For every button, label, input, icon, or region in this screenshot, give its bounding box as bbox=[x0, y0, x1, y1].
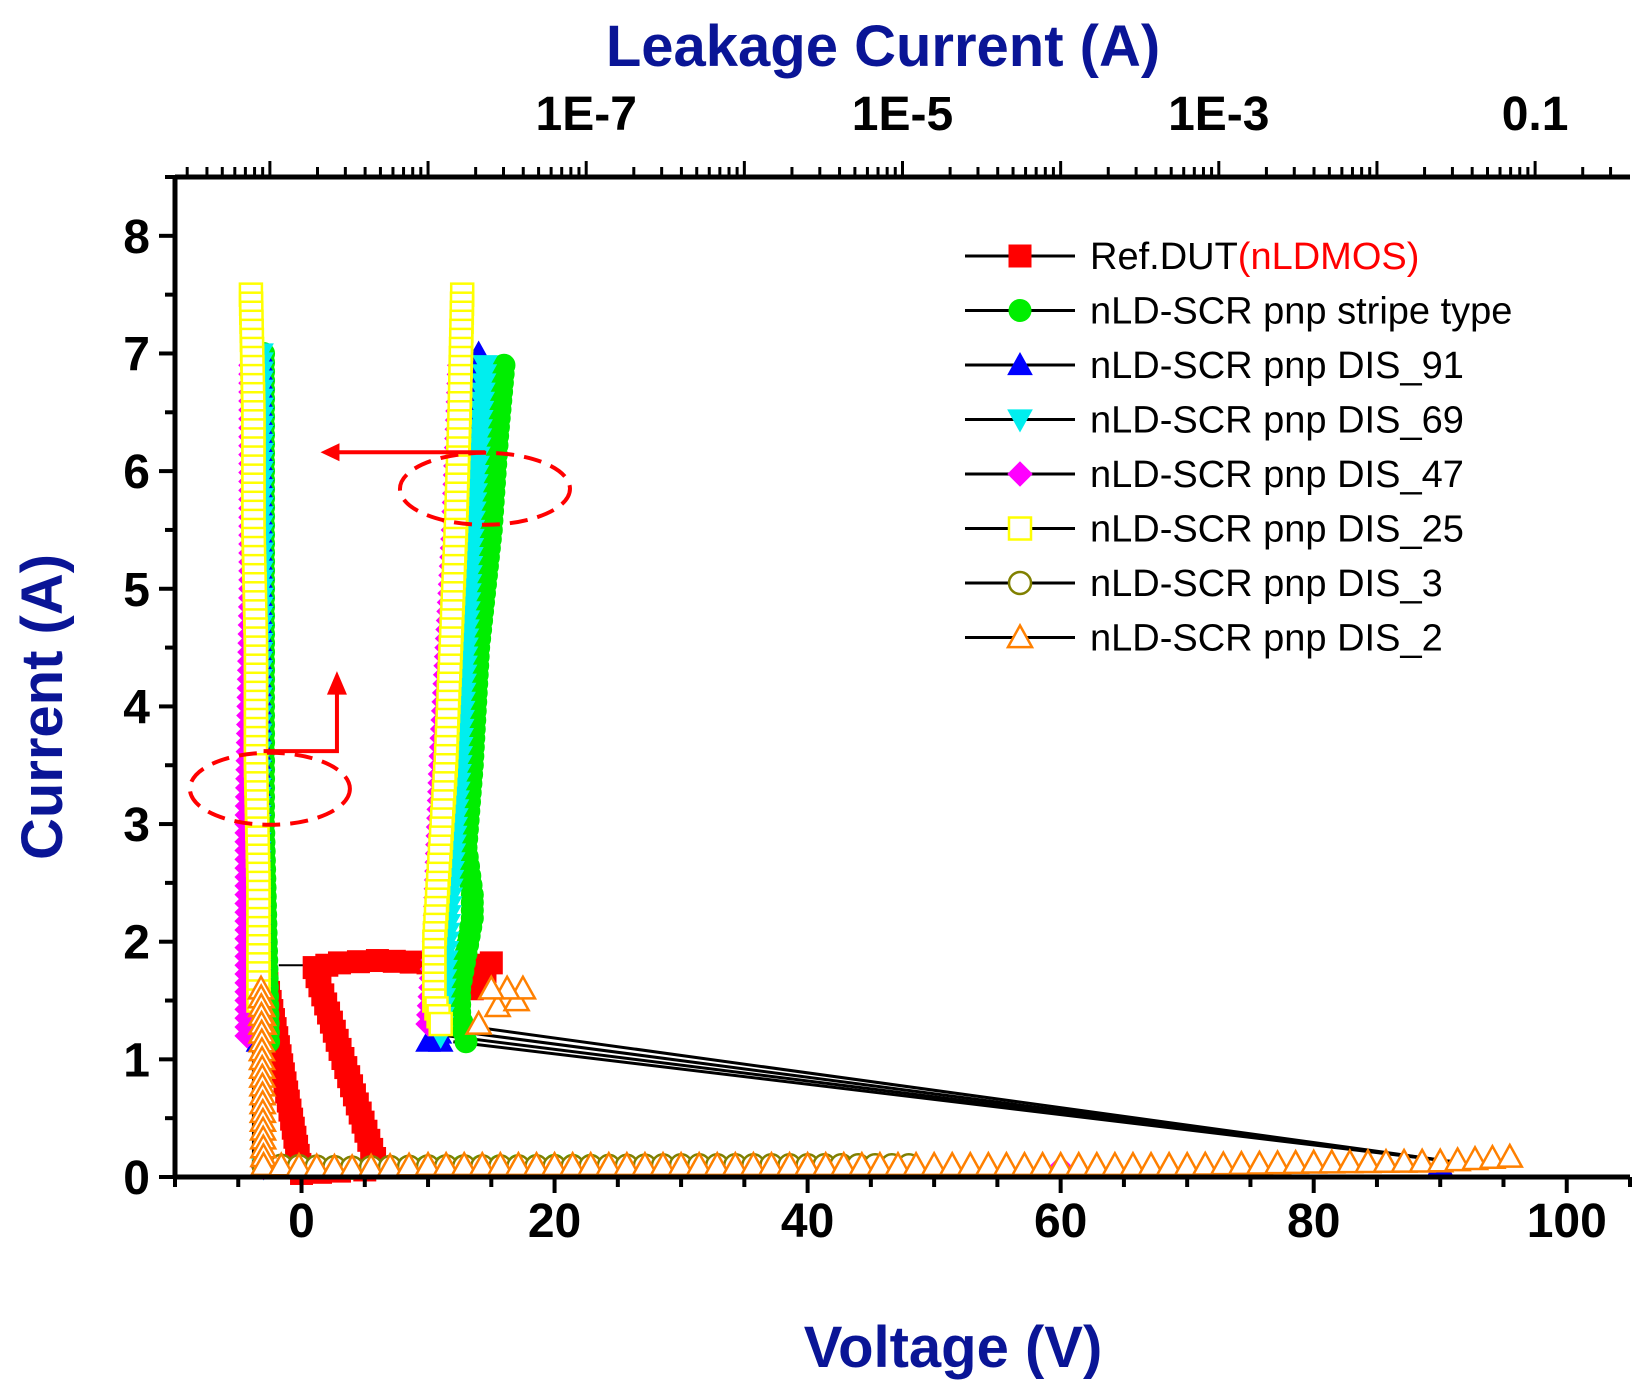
series-7 bbox=[246, 974, 1524, 1179]
top-tick-label: 1E-5 bbox=[852, 88, 953, 141]
data-point bbox=[1335, 1147, 1364, 1174]
arrowhead-left-icon bbox=[320, 443, 340, 462]
data-point bbox=[1408, 1147, 1437, 1173]
snapback-link-line bbox=[453, 1040, 1454, 1164]
legend-item: nLD-SCR pnp DIS_47 bbox=[965, 454, 1464, 496]
data-point bbox=[1281, 1148, 1310, 1175]
data-point bbox=[1317, 1148, 1346, 1174]
legend-marker bbox=[1007, 516, 1033, 541]
legend-label: nLD-SCR pnp DIS_2 bbox=[1090, 618, 1443, 660]
x-tick-label: 80 bbox=[1287, 1195, 1340, 1248]
legend-item: nLD-SCR pnp DIS_91 bbox=[965, 345, 1464, 387]
arrowhead-up-icon bbox=[326, 671, 347, 695]
data-point bbox=[1227, 1149, 1256, 1176]
data-point bbox=[1478, 1143, 1507, 1170]
x-axis-title: Voltage (V) bbox=[804, 1315, 1103, 1380]
legend-marker bbox=[1008, 244, 1032, 268]
snapback-link-line bbox=[453, 1022, 1454, 1164]
x-tick-label: 60 bbox=[1034, 1195, 1087, 1248]
legend-marker bbox=[1005, 622, 1035, 649]
y-tick-label: 1 bbox=[123, 1034, 150, 1087]
data-point bbox=[1209, 1149, 1238, 1176]
legend-marker bbox=[1007, 461, 1033, 487]
annotation-arrow-up bbox=[263, 688, 339, 754]
y-tick-label: 5 bbox=[123, 564, 150, 617]
legend-marker bbox=[1007, 570, 1033, 596]
y-axis-title: Current (A) bbox=[10, 554, 75, 860]
series-layer bbox=[234, 282, 1524, 1185]
axes-layer: 0 20 40 60 80 100 0 1 2 3 4 5 6 7 8 1E-7 1E-5 1E-3 0.1 bbox=[123, 88, 1632, 1248]
data-point bbox=[1460, 1144, 1490, 1171]
annotation-layer bbox=[187, 443, 572, 827]
data-point bbox=[1353, 1147, 1383, 1174]
legend-item: nLD-SCR pnp DIS_2 bbox=[965, 618, 1443, 660]
x-tick-label: 40 bbox=[781, 1195, 834, 1248]
data-point bbox=[1299, 1148, 1328, 1174]
top-axis-title: Leakage Current (A) bbox=[606, 14, 1160, 79]
data-point bbox=[1443, 1145, 1472, 1172]
legend-label: nLD-SCR pnp DIS_3 bbox=[1090, 563, 1443, 605]
legend-item: nLD-SCR pnp stripe type bbox=[965, 291, 1512, 333]
data-point bbox=[1371, 1147, 1401, 1174]
legend-label: nLD-SCR pnp DIS_25 bbox=[1090, 509, 1464, 551]
legend-label: nLD-SCR pnp DIS_91 bbox=[1090, 345, 1464, 387]
legend-marker bbox=[1008, 299, 1032, 322]
data-point bbox=[428, 1011, 453, 1037]
legend-item: nLD-SCR pnp DIS_3 bbox=[965, 563, 1443, 605]
legend: Ref.DUT(nLDMOS) nLD-SCR pnp stripe type nL… bbox=[965, 236, 1512, 660]
data-point bbox=[472, 355, 498, 379]
y-tick-label: 6 bbox=[123, 446, 150, 499]
x-tick-label: 20 bbox=[528, 1195, 581, 1248]
legend-label: nLD-SCR pnp DIS_47 bbox=[1090, 454, 1464, 496]
data-point bbox=[464, 1009, 493, 1035]
y-tick-label: 8 bbox=[123, 211, 150, 264]
data-point bbox=[477, 974, 506, 1000]
legend-item: Ref.DUT(nLDMOS) bbox=[965, 236, 1419, 278]
x-tick-label: 100 bbox=[1527, 1195, 1607, 1248]
data-point bbox=[1245, 1149, 1274, 1175]
x-tick-label: 0 bbox=[288, 1195, 315, 1248]
legend-label: nLD-SCR pnp DIS_69 bbox=[1090, 400, 1464, 442]
top-tick-label: 0.1 bbox=[1502, 88, 1569, 141]
legend-label: nLD-SCR pnp stripe type bbox=[1090, 291, 1512, 333]
legend-label: Ref.DUT(nLDMOS) bbox=[1090, 236, 1419, 278]
data-point bbox=[1191, 1150, 1220, 1176]
legend-marker bbox=[1007, 409, 1033, 433]
legend-item: nLD-SCR pnp DIS_69 bbox=[965, 400, 1464, 442]
y-tick-label: 3 bbox=[123, 799, 150, 852]
legend-item: nLD-SCR pnp DIS_25 bbox=[965, 509, 1464, 551]
y-tick-label: 7 bbox=[123, 328, 150, 381]
y-tick-label: 2 bbox=[123, 917, 150, 970]
y-tick-label: 4 bbox=[123, 681, 150, 734]
data-point bbox=[1426, 1147, 1455, 1173]
data-point bbox=[1263, 1148, 1292, 1175]
data-point bbox=[1389, 1147, 1419, 1173]
legend-marker bbox=[1007, 351, 1033, 376]
top-tick-label: 1E-7 bbox=[536, 88, 637, 141]
top-tick-label: 1E-3 bbox=[1168, 88, 1269, 141]
data-point bbox=[1495, 1142, 1524, 1168]
y-tick-label: 0 bbox=[123, 1152, 150, 1205]
